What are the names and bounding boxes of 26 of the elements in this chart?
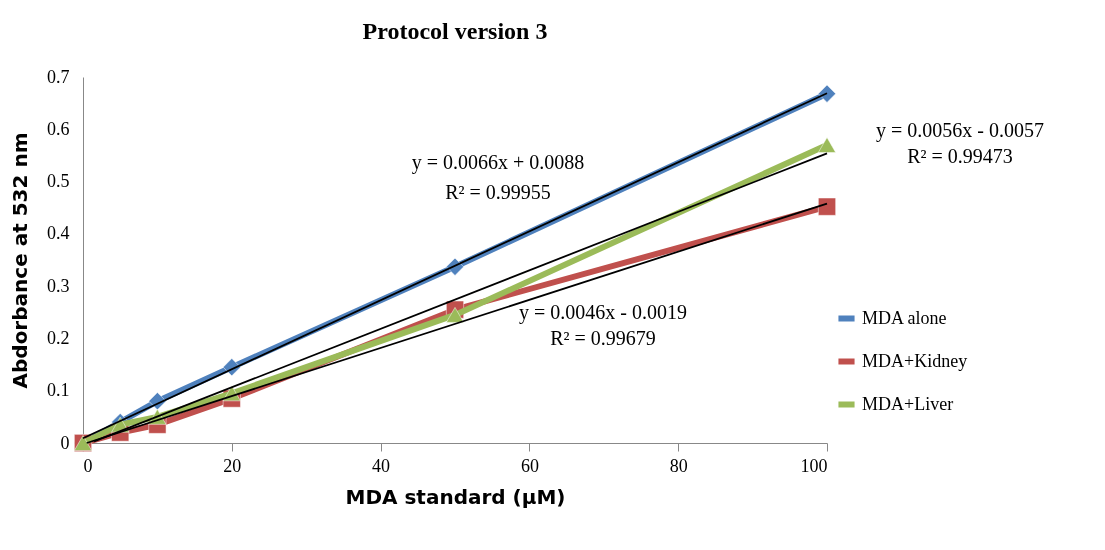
y-tick-label: 0 — [60, 432, 70, 453]
y-tick-label: 0.2 — [47, 327, 70, 348]
x-axis-title: MDA standard (µM) — [345, 484, 566, 509]
y-axis-title: Abdorbance at 532 nm — [8, 132, 32, 389]
y-tick-label: 0.3 — [47, 275, 70, 296]
y-tick-label: 0.5 — [47, 171, 70, 192]
annotation: R² = 0.99955 — [445, 181, 551, 203]
text: R² = 0.99473 — [907, 145, 1013, 167]
y-tick-label: 0.6 — [47, 118, 70, 139]
y-tick-label: 0.4 — [47, 223, 70, 244]
legend-label: MDA+Liver — [862, 393, 954, 414]
x-tick-label: 100 — [800, 455, 828, 476]
x-tick-label: 60 — [520, 455, 539, 476]
text: y = 0.0056x - 0.0057 — [876, 119, 1044, 142]
x-tick-label: 40 — [372, 455, 391, 476]
legend-label: MDA+Kidney — [862, 350, 968, 371]
annotation: R² = 0.99679 — [550, 327, 656, 349]
x-tick-label: 80 — [669, 455, 688, 476]
y-tick-label: 0.7 — [47, 66, 70, 87]
annotation: y = 0.0046x - 0.0019 — [519, 301, 687, 324]
chart-title: Protocol version 3 — [362, 18, 548, 44]
legend-label: MDA alone — [862, 307, 947, 328]
x-tick-label: 20 — [223, 455, 242, 476]
y-tick-label: 0.1 — [47, 380, 70, 401]
annotation: y = 0.0066x + 0.0088 — [411, 151, 585, 174]
x-tick-label: 0 — [83, 455, 93, 476]
